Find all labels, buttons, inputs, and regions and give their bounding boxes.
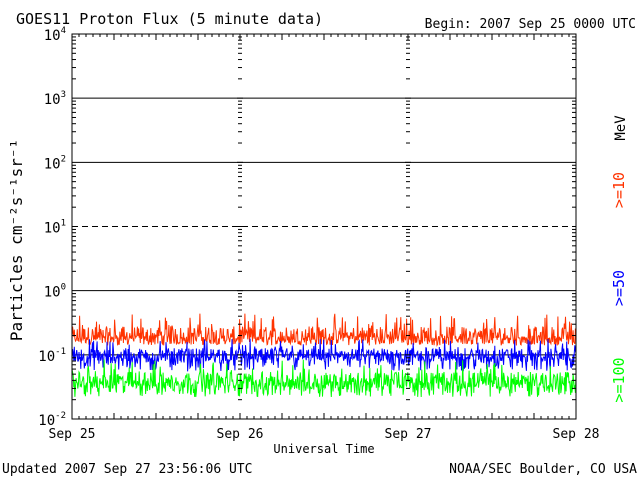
y-tick-label: 101 [44,219,66,237]
y-axis-label: Particles cm⁻²s⁻¹sr⁻¹ [7,139,26,341]
grid [72,97,576,356]
x-tick-label: Sep 25 [49,427,96,442]
x-tick-label: Sep 26 [217,427,264,442]
y-tick-labels: 10-2 10-1 100 101 102 103 104 [38,26,66,429]
legend-entry: >=100 [610,357,628,402]
y-tick-label: 100 [44,283,66,301]
begin-time: Begin: 2007 Sep 25 0000 UTC [425,17,636,32]
x-tick-label: Sep 27 [385,427,432,442]
chart-title: GOES11 Proton Flux (5 minute data) [16,10,323,28]
unit-label: MeV [613,115,629,141]
legend: >=10 >=50 >=100 [610,172,628,403]
x-tick-label: Sep 28 [553,427,600,442]
updated-time: Updated 2007 Sep 27 23:56:06 UTC [2,462,252,477]
y-tick-label: 104 [44,26,66,44]
series-layer [71,313,577,398]
y-tick-label: 10-2 [38,411,66,429]
series-line [71,338,577,372]
legend-entry: >=10 [610,172,628,208]
series-line [71,359,577,398]
x-tick-labels: Sep 25 Sep 26 Sep 27 Sep 28 [49,427,600,442]
y-tick-label: 10-1 [38,347,66,365]
y-tick-label: 102 [44,154,66,172]
x-axis-label: Universal Time [273,442,374,456]
credit: NOAA/SEC Boulder, CO USA [449,462,637,477]
y-tick-label: 103 [44,90,66,108]
ticks [72,34,576,420]
legend-entry: >=50 [610,270,628,306]
